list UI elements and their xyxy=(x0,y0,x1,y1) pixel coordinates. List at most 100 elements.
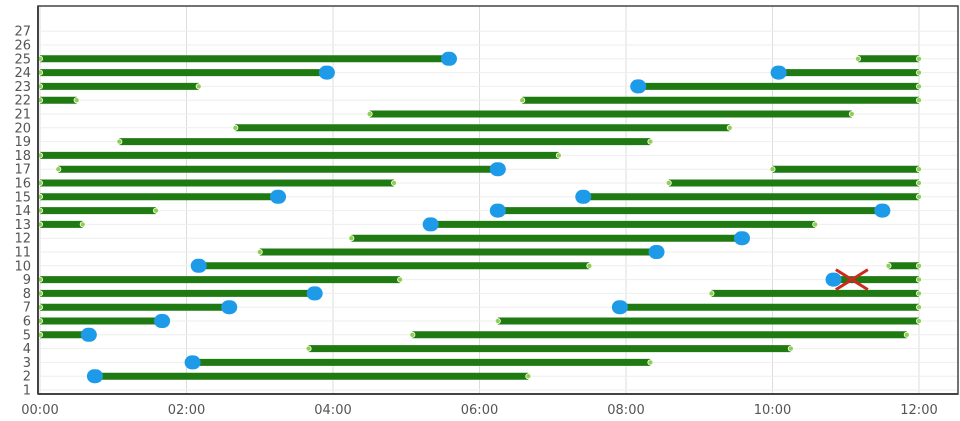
event-marker xyxy=(440,51,457,66)
bar-start-point xyxy=(305,345,312,352)
event-marker xyxy=(221,300,238,315)
bar-start-point xyxy=(519,97,526,104)
bar-end-point xyxy=(916,317,923,324)
bar-end-point xyxy=(916,262,923,269)
bar-end-point xyxy=(397,276,404,283)
bar-start-point xyxy=(854,55,861,62)
bar-start-point xyxy=(55,166,62,173)
y-tick-label: 3 xyxy=(23,356,31,371)
event-marker xyxy=(184,355,201,370)
bar-end-point xyxy=(903,331,910,338)
markers xyxy=(80,51,891,384)
bar-end-point xyxy=(916,276,923,283)
x-tick-label: 00:00 xyxy=(21,403,58,418)
bar-end-point xyxy=(916,193,923,200)
bar-end-point xyxy=(152,207,159,214)
event-marker xyxy=(489,203,506,218)
y-tick-label: 26 xyxy=(14,39,31,54)
bar-end-point xyxy=(916,304,923,311)
bar-end-point xyxy=(916,290,923,297)
bar-end-point xyxy=(555,152,562,159)
bar-start-point xyxy=(409,331,416,338)
cross-marker-stroke xyxy=(835,268,869,291)
bar-end-point xyxy=(787,345,794,352)
bar-start-point xyxy=(885,262,892,269)
event-marker xyxy=(874,203,891,218)
bar-start-point xyxy=(256,248,263,255)
bar-start-point xyxy=(232,124,239,131)
bar-end-point xyxy=(916,69,923,76)
y-tick-label: 7 xyxy=(23,301,31,316)
bar-end-point xyxy=(726,124,733,131)
bar-end-point xyxy=(79,221,86,228)
event-marker xyxy=(154,314,171,328)
y-tick-label: 5 xyxy=(23,328,31,343)
y-tick-label: 1 xyxy=(23,384,31,399)
event-marker xyxy=(80,327,97,342)
event-marker xyxy=(770,65,787,80)
bar-end-point xyxy=(848,111,855,118)
y-tick-label: 25 xyxy=(14,52,31,67)
bar-end-point xyxy=(391,179,398,186)
y-tick-label: 20 xyxy=(14,121,31,136)
x-tick-label: 10:00 xyxy=(754,403,791,418)
y-tick-label: 18 xyxy=(14,149,31,164)
y-tick-label: 21 xyxy=(14,108,31,123)
event-marker xyxy=(575,189,592,204)
y-tick-label: 23 xyxy=(14,80,31,95)
event-marker xyxy=(630,79,647,94)
bar-start-point xyxy=(708,290,715,297)
event-marker xyxy=(318,65,335,80)
y-tick-label: 13 xyxy=(14,218,31,233)
bar-end-point xyxy=(525,373,532,380)
bar-start-point xyxy=(116,138,123,145)
bar-end-point xyxy=(73,97,80,104)
y-tick-label: 11 xyxy=(14,246,31,261)
x-tick-label: 04:00 xyxy=(314,403,351,418)
bar-start-point xyxy=(348,235,355,242)
event-marker xyxy=(648,245,665,259)
x-tick-label: 02:00 xyxy=(168,403,205,418)
bar-start-point xyxy=(665,179,672,186)
x-tick-label: 08:00 xyxy=(607,403,644,418)
bar-end-point xyxy=(916,166,923,173)
bar-end-point xyxy=(916,83,923,90)
y-tick-label: 19 xyxy=(14,135,31,150)
y-tick-label: 15 xyxy=(14,190,31,205)
x-tick-labels: 00:00 02:00 04:00 06:00 08:00 10:00 12:00 xyxy=(21,403,937,418)
y-tick-label: 4 xyxy=(23,342,31,357)
y-tick-label: 22 xyxy=(14,94,31,109)
bar-start-point xyxy=(366,111,373,118)
y-tick-label: 24 xyxy=(14,66,31,81)
event-marker xyxy=(86,369,103,384)
axes xyxy=(37,5,959,395)
event-marker xyxy=(422,217,439,232)
y-tick-label: 17 xyxy=(14,163,31,178)
bar-end-point xyxy=(647,138,654,145)
event-marker xyxy=(733,231,750,246)
event-marker xyxy=(489,162,506,177)
bar-end-point xyxy=(647,359,654,366)
event-marker xyxy=(270,189,287,204)
bar-start-point xyxy=(494,317,501,324)
bar-start-point xyxy=(769,166,776,173)
bar-end-point xyxy=(812,221,819,228)
y-tick-label: 9 xyxy=(23,273,31,288)
y-tick-label: 8 xyxy=(23,287,31,302)
y-tick-label: 6 xyxy=(23,315,31,330)
x-tick-label: 12:00 xyxy=(900,403,937,418)
event-marker xyxy=(611,300,628,315)
y-tick-label: 12 xyxy=(14,232,31,247)
bars xyxy=(37,55,923,380)
y-tick-label: 2 xyxy=(23,370,31,385)
event-marker xyxy=(306,286,323,301)
bar-end-point xyxy=(586,262,593,269)
y-tick-labels: 1234567891011121314151617181920212223242… xyxy=(14,25,31,399)
y-tick-label: 27 xyxy=(14,25,31,40)
bar-end-point xyxy=(195,83,202,90)
bar-end-point xyxy=(916,55,923,62)
y-tick-label: 10 xyxy=(14,259,31,274)
y-tick-label: 16 xyxy=(14,177,31,192)
x-tick-label: 06:00 xyxy=(461,403,498,418)
